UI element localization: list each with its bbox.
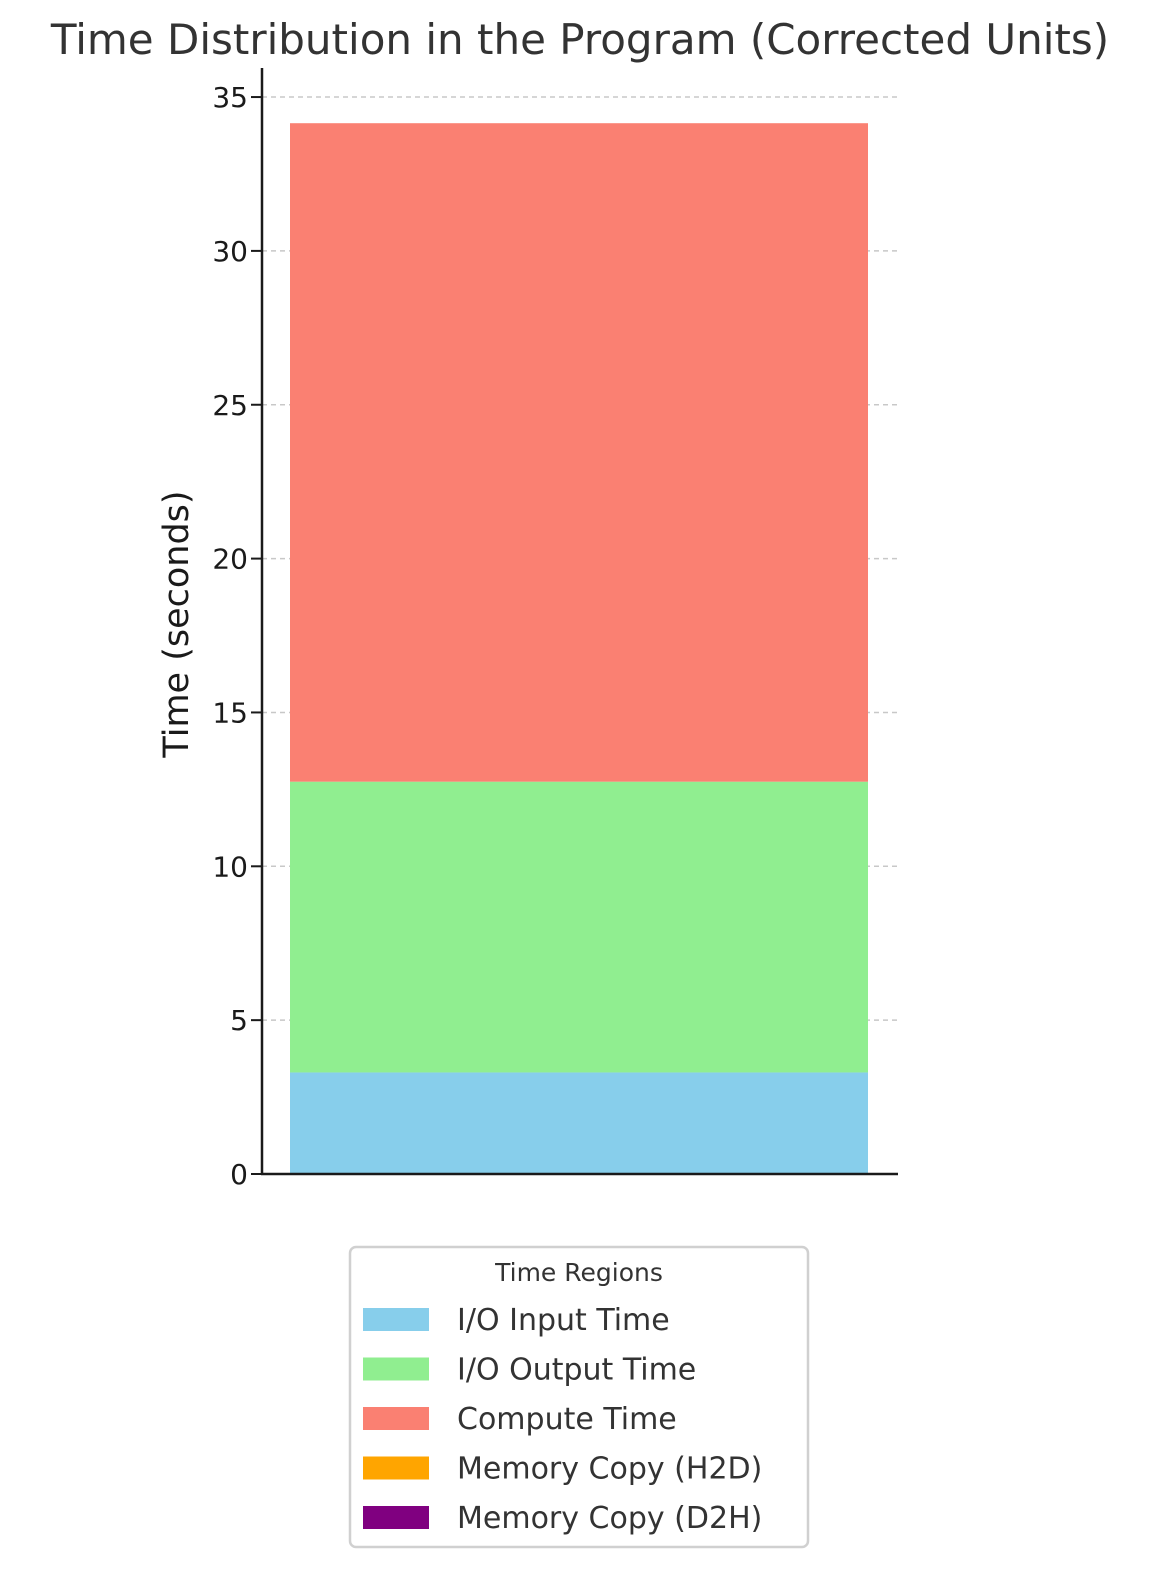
legend-label: I/O Output Time [457,1353,696,1388]
legend: Time Regions I/O Input Time I/O Output Ti… [348,1245,810,1549]
legend-swatch [363,1357,429,1381]
y-tick-label: 20 [212,543,248,576]
legend-title: Time Regions [494,1258,663,1287]
bar-segment-i-o-input-time [290,1072,868,1174]
legend-swatch [363,1407,429,1430]
axes [260,68,898,1176]
legend-swatch [363,1506,429,1529]
chart-title: Time Distribution in the Program (Correc… [50,15,1109,64]
stacked-bars [290,123,868,1174]
y-axis-label: Time (seconds) [157,490,197,758]
legend-label: Memory Copy (D2H) [457,1501,762,1536]
y-tick-label: 0 [230,1158,248,1191]
legend-swatch [363,1456,429,1480]
legend-label: Compute Time [457,1402,677,1437]
legend-label: I/O Input Time [457,1303,670,1338]
y-tick-label: 5 [230,1004,248,1037]
y-ticks: 0 5 10 15 20 25 30 35 [212,81,262,1191]
legend-label: Memory Copy (H2D) [457,1452,762,1487]
legend-swatch [363,1308,429,1331]
bar-segment-compute-time [290,123,868,782]
legend-frame [348,1245,810,1549]
y-tick-label: 35 [212,81,248,114]
y-tick-label: 10 [212,850,248,883]
y-tick-label: 15 [212,696,248,729]
y-tick-label: 30 [212,235,248,268]
bar-segment-i-o-output-time [290,781,868,1073]
y-tick-label: 25 [212,389,248,422]
